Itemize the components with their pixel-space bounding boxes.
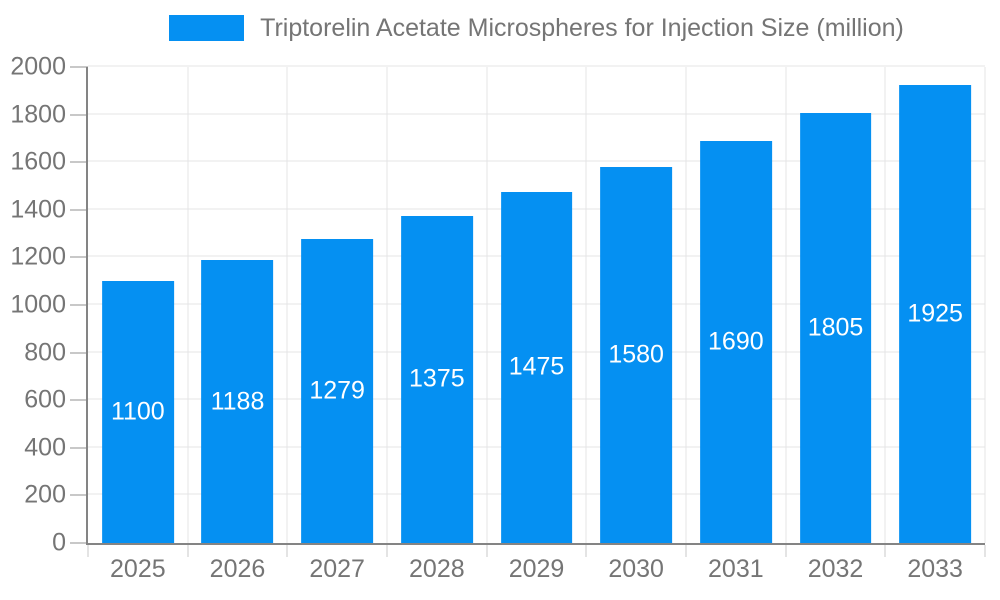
gridline-vertical	[486, 67, 488, 543]
y-tick-label: 400	[24, 433, 66, 462]
y-tick-label: 1400	[10, 195, 66, 224]
x-tick-mark	[984, 545, 986, 557]
x-tick-mark	[884, 545, 886, 557]
gridline-vertical	[785, 67, 787, 543]
gridline-vertical	[984, 67, 986, 543]
bar-value-label: 1690	[708, 327, 764, 356]
y-tick-label: 1600	[10, 147, 66, 176]
bar-2029[interactable]: 1475	[500, 191, 573, 543]
y-axis-labels: 0 200 400 600 800 1000 1200 1400 1600 1800 2000	[0, 53, 66, 557]
y-tick-mark	[70, 66, 88, 68]
x-tick-label: 2033	[907, 555, 963, 583]
gridline-horizontal	[88, 160, 985, 162]
bar-2027[interactable]: 1279	[301, 238, 374, 543]
x-tick-label: 2030	[608, 555, 664, 583]
y-tick-mark	[70, 494, 88, 497]
x-tick-mark	[585, 545, 587, 557]
legend-swatch[interactable]	[169, 15, 245, 41]
x-tick-label: 2026	[209, 555, 266, 583]
gridline-vertical	[585, 67, 587, 543]
gridline-vertical	[386, 67, 388, 543]
bar-value-label: 1580	[608, 340, 664, 369]
y-tick-label: 1000	[10, 290, 66, 319]
y-tick-mark	[70, 256, 88, 259]
y-tick-mark	[70, 399, 88, 402]
plot-area: 1100 1188 1279 1375 1475 1580 1690 1805 1925	[86, 65, 986, 545]
x-tick-label: 2032	[807, 555, 864, 583]
x-tick-mark	[187, 545, 189, 557]
bar-2026[interactable]: 1188	[201, 260, 274, 543]
legend[interactable]: Triptorelin Acetate Microspheres for Inj…	[88, 12, 985, 44]
y-tick-label: 800	[24, 338, 66, 367]
bar-value-label: 1375	[409, 364, 465, 393]
y-tick-label: 2000	[10, 52, 66, 81]
y-axis-line	[86, 67, 88, 543]
bar-value-label: 1100	[110, 397, 165, 426]
y-tick-mark	[70, 446, 88, 449]
x-tick-mark	[486, 545, 488, 557]
gridline-vertical	[286, 67, 288, 543]
y-tick-label: 1200	[10, 242, 66, 271]
bar-2032[interactable]: 1805	[799, 113, 872, 543]
bar-2025[interactable]: 1100	[101, 281, 174, 543]
x-tick-mark	[785, 545, 787, 557]
x-tick-label: 2029	[508, 555, 565, 583]
x-tick-label: 2028	[409, 555, 465, 583]
gridline-vertical	[187, 67, 189, 543]
gridline-vertical	[685, 67, 687, 543]
gridline-horizontal	[88, 113, 985, 115]
x-tick-mark	[87, 545, 89, 557]
gridline-horizontal	[88, 65, 985, 67]
bar-value-label: 1188	[210, 387, 265, 416]
bar-value-label: 1475	[508, 352, 565, 381]
y-tick-mark	[70, 208, 88, 211]
x-axis-ticks	[87, 545, 986, 557]
x-tick-mark	[286, 545, 288, 557]
y-tick-mark	[70, 304, 88, 306]
y-tick-mark	[70, 542, 88, 544]
x-tick-label: 2031	[708, 555, 764, 583]
y-tick-mark	[70, 113, 88, 116]
y-tick-label: 1800	[10, 100, 66, 129]
gridline-vertical	[884, 67, 886, 543]
x-axis-labels: 2025 2026 2027 2028 2029 2030 2031 2032 2033	[88, 555, 985, 589]
x-axis-line	[86, 543, 985, 545]
bar-value-label: 1805	[807, 313, 864, 342]
x-tick-label: 2027	[309, 555, 365, 583]
bar-2031[interactable]: 1690	[699, 140, 772, 543]
x-tick-label: 2025	[110, 555, 166, 583]
bar-value-label: 1925	[907, 299, 963, 328]
y-tick-label: 0	[52, 528, 66, 557]
y-tick-mark	[70, 161, 88, 164]
bar-2028[interactable]: 1375	[400, 215, 473, 543]
y-tick-label: 200	[24, 480, 66, 509]
bar-2033[interactable]: 1925	[899, 84, 972, 543]
legend-label[interactable]: Triptorelin Acetate Microspheres for Inj…	[260, 13, 904, 42]
x-tick-mark	[386, 545, 388, 557]
y-tick-label: 600	[24, 385, 66, 414]
bar-value-label: 1279	[309, 376, 365, 405]
y-axis-ticks	[70, 66, 88, 544]
y-tick-mark	[70, 351, 88, 354]
x-tick-mark	[685, 545, 687, 557]
bar-2030[interactable]: 1580	[600, 166, 673, 543]
